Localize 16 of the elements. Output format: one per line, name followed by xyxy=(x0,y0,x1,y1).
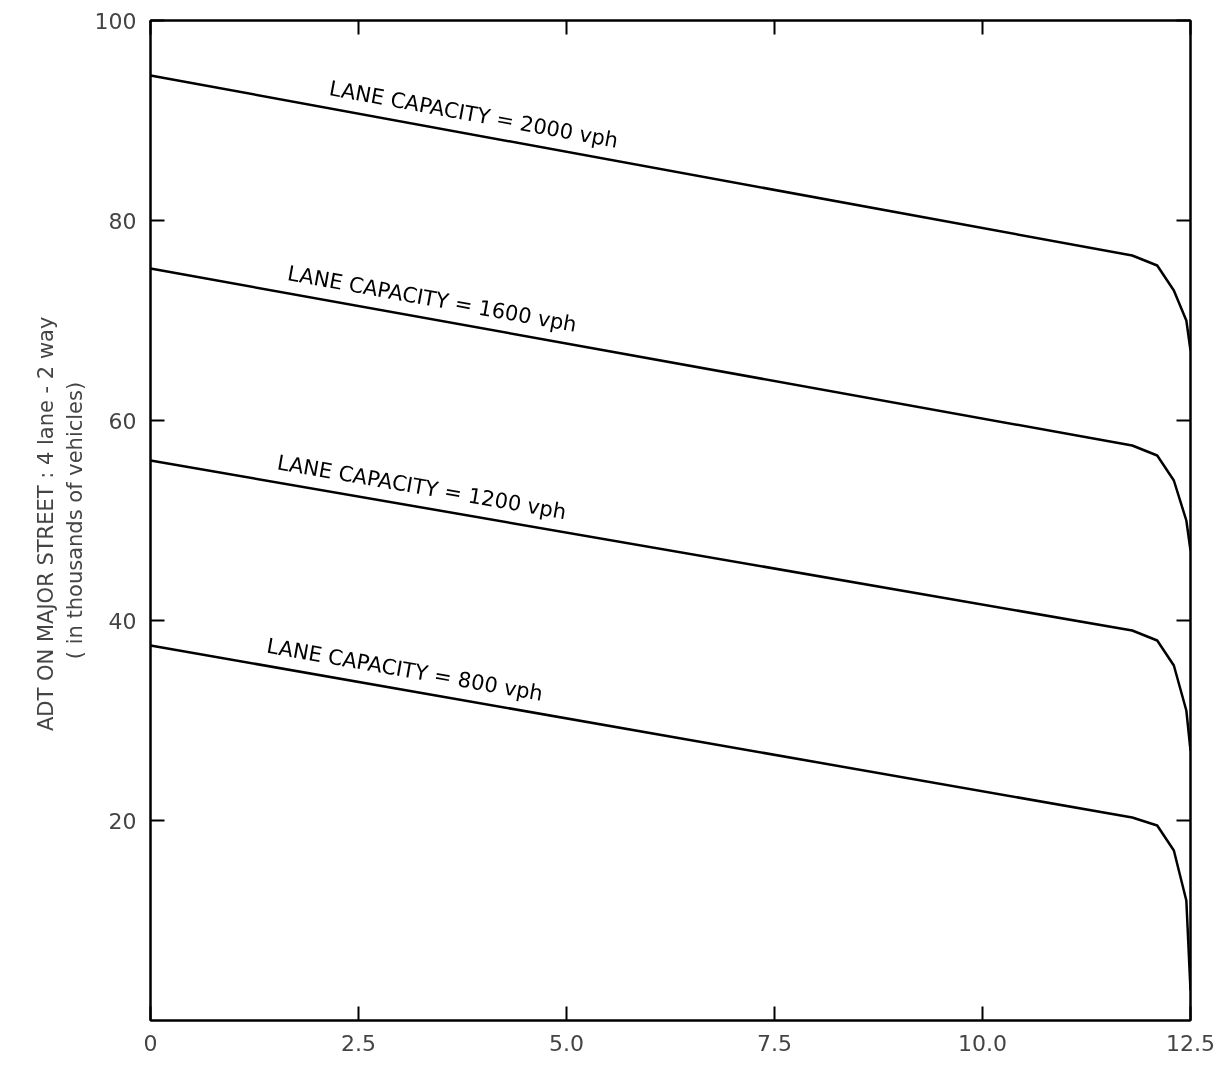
x-tick-label: 12.5 xyxy=(1166,1030,1215,1056)
text: LANE CAPACITY = 2000 vph xyxy=(327,76,621,153)
y-tick-label: 20 xyxy=(108,808,137,834)
y-tick-label: 60 xyxy=(108,408,137,434)
x-tick-label: 7.5 xyxy=(757,1030,793,1056)
x-tick-label: 2.5 xyxy=(341,1030,377,1056)
x-tick-label: 10.0 xyxy=(958,1030,1007,1056)
text: LANE CAPACITY = 1600 vph xyxy=(285,261,579,337)
text: LANE CAPACITY = 1200 vph xyxy=(275,450,569,525)
text: LANE CAPACITY = 800 vph xyxy=(264,633,545,706)
y-tick-label: 40 xyxy=(108,608,137,634)
y-tick-label: 80 xyxy=(108,208,137,234)
y-axis-title: ADT ON MAJOR STREET : 4 lane - 2 way ( in thousands of vehicles) xyxy=(33,316,87,732)
x-tick-label: 5.0 xyxy=(549,1030,585,1056)
x-tick-label: 0 xyxy=(143,1030,158,1056)
y-tick-label: 100 xyxy=(94,8,137,34)
